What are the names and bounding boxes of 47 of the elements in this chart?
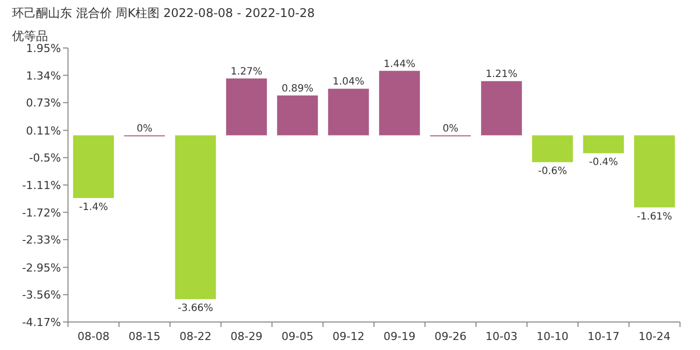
x-tick-label: 10-10 [536,330,568,343]
x-tick-label: 09-26 [434,330,466,343]
data-label: -0.6% [538,166,568,178]
data-label: 1.21% [486,69,518,80]
data-label: -3.66% [178,303,214,314]
y-tick-label: 1.34% [26,69,61,82]
y-tick-label: 0.73% [26,96,61,110]
bar [634,135,675,208]
x-tick-label: 10-03 [486,330,518,343]
x-tick-label: 10-24 [638,330,670,343]
data-label: 1.44% [384,58,416,70]
data-label: -0.4% [588,157,618,168]
x-tick-label: 10-17 [588,330,620,343]
bar [73,135,114,198]
data-label: -1.61% [636,211,672,222]
y-tick-label: 0.11% [26,124,61,138]
bar [175,135,216,300]
x-tick-label: 08-22 [180,330,212,343]
x-tick-label: 09-05 [282,330,314,343]
bar [532,135,573,162]
chart-subtitle: 优等品 [12,29,48,43]
bar [328,88,369,136]
x-tick-label: 09-12 [332,330,364,343]
x-tick-label: 08-08 [78,330,110,343]
x-tick-label: 08-15 [128,330,160,343]
data-label: 0.89% [282,83,314,94]
bar [379,70,420,136]
y-tick-label: 1.95% [26,42,61,55]
y-tick-label: -0.5% [29,152,61,165]
y-tick-label: -1.11% [22,179,61,192]
data-label: 1.27% [230,66,262,78]
y-tick-label: -2.95% [22,261,61,274]
data-label: 0% [136,123,152,134]
x-tick-label: 08-29 [230,330,262,343]
data-label: 0% [442,123,458,134]
data-label: -1.4% [78,202,108,213]
y-tick-label: -1.72% [22,206,61,220]
chart-title: 环己酮山东 混合价 周K柱图 2022-08-08 - 2022-10-28 [12,6,315,20]
bar [481,81,522,136]
y-tick-label: -4.17% [22,316,61,329]
bar [226,78,267,136]
x-tick-label: 09-19 [384,330,416,343]
y-tick-label: -2.33% [22,234,61,247]
bar [277,95,318,136]
data-label: 1.04% [332,76,364,88]
y-tick-label: -3.56% [22,288,61,302]
bar [583,135,624,154]
